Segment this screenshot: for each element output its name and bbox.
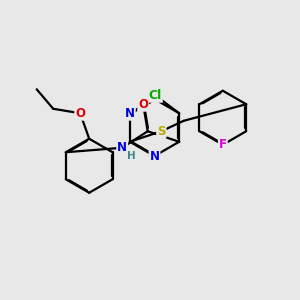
Text: S: S (157, 125, 166, 138)
Text: N: N (117, 141, 127, 154)
Text: O: O (75, 107, 85, 120)
Text: F: F (219, 138, 227, 151)
Text: N: N (125, 107, 135, 120)
Text: H: H (128, 151, 136, 161)
Text: N: N (149, 149, 160, 163)
Text: O: O (138, 98, 148, 111)
Text: Cl: Cl (148, 89, 162, 102)
